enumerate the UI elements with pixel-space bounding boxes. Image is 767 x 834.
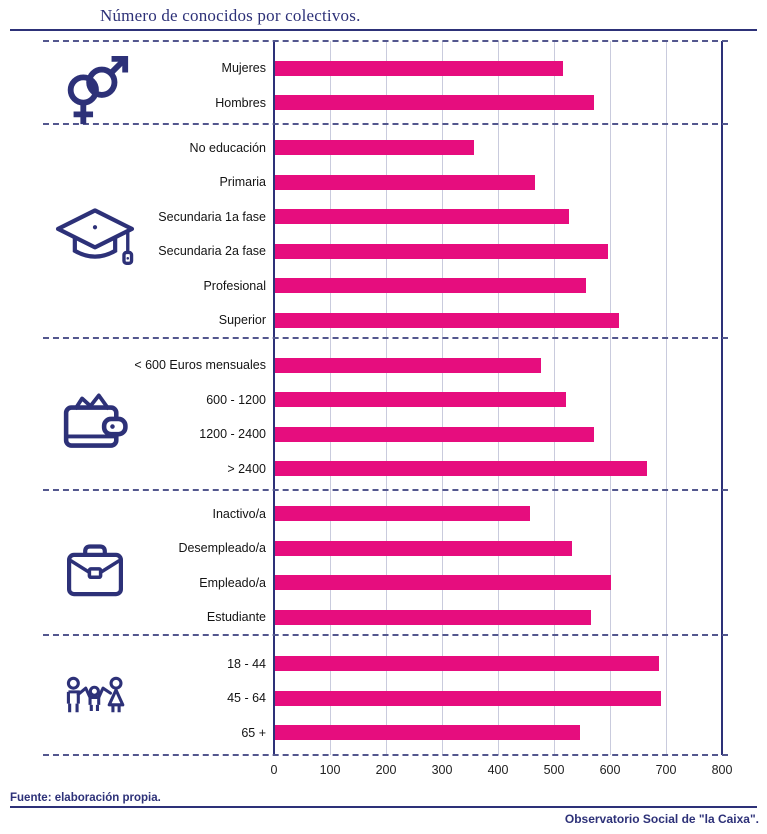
x-axis-tick-label: 300 [431, 763, 453, 777]
gender-icon [56, 54, 134, 128]
bar [275, 426, 595, 442]
group-separator [43, 754, 728, 756]
family-icon [61, 675, 129, 731]
bar-label: Primaria [219, 175, 266, 190]
bar [275, 690, 662, 706]
footer-rule [10, 806, 757, 808]
bar [275, 575, 611, 591]
bar-label: > 2400 [227, 461, 266, 476]
bar [275, 243, 609, 259]
plot-right-border [721, 41, 723, 755]
bar-label: Desempleado/a [178, 541, 266, 556]
bar [275, 357, 541, 373]
bar [275, 392, 567, 408]
bar-label: Superior [218, 313, 266, 328]
bar [275, 312, 620, 328]
bar [275, 506, 530, 522]
group-separator [43, 489, 728, 491]
x-axis-tick-label: 700 [655, 763, 677, 777]
bar-label: 600 - 1200 [206, 392, 266, 407]
bar [275, 95, 595, 111]
title-rule [10, 29, 757, 31]
bar-label: Estudiante [206, 610, 266, 625]
bar-label: 45 - 64 [227, 691, 266, 705]
group-separator [43, 123, 728, 125]
wallet-icon [57, 389, 133, 455]
bar-label: 65 + [241, 725, 266, 740]
bar [275, 609, 592, 625]
bar [275, 174, 536, 190]
x-axis-tick-label: 200 [375, 763, 397, 777]
x-axis-tick-label: 100 [319, 763, 341, 777]
bar-label: No educación [189, 140, 266, 155]
bar [275, 461, 648, 477]
gridline [610, 41, 611, 755]
brand-credit: Observatorio Social de "la Caixa". [564, 812, 759, 826]
y-axis-line [273, 41, 275, 755]
x-axis-tick-label: 800 [711, 763, 733, 777]
group-separator [43, 40, 728, 42]
bar [275, 725, 581, 740]
source-note: Fuente: elaboración propia. [10, 792, 161, 804]
bar-label: 18 - 44 [227, 656, 266, 671]
bar-label: Hombres [215, 95, 266, 110]
bar-label: 1200 - 2400 [199, 427, 266, 442]
bar-label: Profesional [203, 278, 266, 293]
briefcase-icon [60, 540, 130, 602]
group-separator [43, 634, 728, 636]
bar-label: Empleado/a [199, 575, 266, 590]
bar [275, 140, 474, 156]
bar [275, 60, 564, 76]
gridline [666, 41, 667, 755]
x-axis-tick-label: 0 [270, 763, 278, 777]
bar-label: < 600 Euros mensuales [134, 358, 266, 373]
bar-label: Mujeres [221, 61, 266, 76]
x-axis-tick-label: 500 [543, 763, 565, 777]
bar [275, 656, 659, 671]
bar [275, 540, 572, 556]
graduation-cap-icon [53, 203, 137, 275]
bar-label: Inactivo/a [212, 506, 266, 521]
chart-title: Número de conocidos por colectivos. [100, 6, 361, 25]
bar [275, 278, 586, 294]
bar-label: Secundaria 1a fase [158, 209, 266, 224]
bar-label: Secundaria 2a fase [158, 244, 266, 259]
bar [275, 209, 569, 225]
x-axis-tick-label: 400 [487, 763, 509, 777]
group-separator [43, 337, 728, 339]
x-axis-tick-label: 600 [599, 763, 621, 777]
